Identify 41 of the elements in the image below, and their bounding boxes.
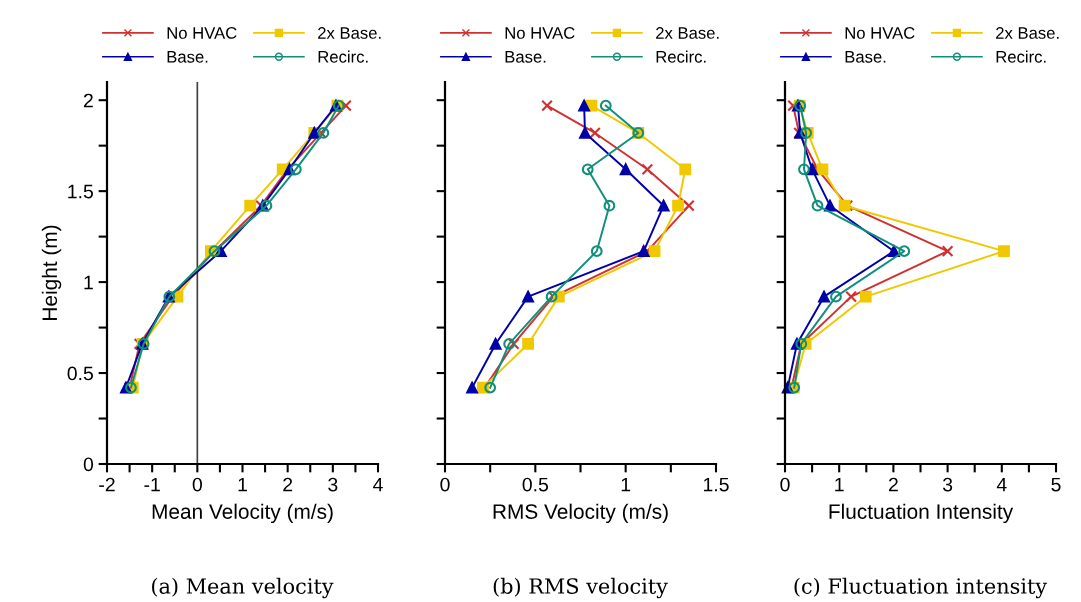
x-axis-title: RMS Velocity (m/s) xyxy=(493,503,668,524)
y-tick-label: 0.5 xyxy=(67,366,93,381)
x-tick-label: 3 xyxy=(328,477,338,492)
text: (c) Fluctuation intensity xyxy=(794,577,1048,599)
x-tick-label: 1 xyxy=(621,477,631,492)
x-tick-label: 2 xyxy=(283,477,293,492)
legend-label: No HVAC xyxy=(505,27,575,39)
y-tick-label: 2 xyxy=(83,93,93,108)
legend-label: No HVAC xyxy=(845,27,915,39)
x-tick-label: 0 xyxy=(192,477,202,492)
x-tick-label: 0 xyxy=(780,477,790,492)
x-tick-label: 5 xyxy=(1051,477,1061,492)
legend-label: Base. xyxy=(845,51,886,63)
text: (a) Mean velocity xyxy=(152,577,334,599)
x-tick-label: 3 xyxy=(942,477,953,492)
legend-label: 2x Base. xyxy=(318,27,381,39)
y-tick-label: 0 xyxy=(83,457,94,472)
x-tick-label: 1 xyxy=(835,477,844,492)
legend-label: No HVAC xyxy=(167,27,237,39)
x-axis-title: Mean Velocity (m/s) xyxy=(152,503,333,524)
text: (b) RMS velocity xyxy=(493,577,668,599)
x-tick-label: 1.5 xyxy=(703,477,729,492)
legend-label: Base. xyxy=(167,51,208,63)
x-tick-label: 1 xyxy=(238,477,247,492)
x-tick-label: -1 xyxy=(144,477,160,492)
x-tick-label: 2 xyxy=(888,477,898,492)
x-tick-label: 0.5 xyxy=(522,477,549,492)
x-axis-title: Fluctuation Intensity xyxy=(829,503,1014,524)
y-tick-label: 1 xyxy=(84,275,93,290)
legend-label: Recirc. xyxy=(996,50,1046,63)
x-tick-label: 4 xyxy=(996,477,1007,492)
legend-label: 2x Base. xyxy=(656,27,719,39)
y-tick-label: 1.5 xyxy=(68,184,93,199)
x-tick-label: 0 xyxy=(440,477,450,492)
y-axis-title: Height (m) xyxy=(41,225,62,320)
legend-label: Base. xyxy=(505,51,546,63)
legend-label: Recirc. xyxy=(656,50,706,63)
x-tick-label: -2 xyxy=(99,477,115,492)
legend-label: Recirc. xyxy=(318,50,368,63)
legend-label: 2x Base. xyxy=(996,27,1059,39)
x-tick-label: 4 xyxy=(373,477,383,492)
